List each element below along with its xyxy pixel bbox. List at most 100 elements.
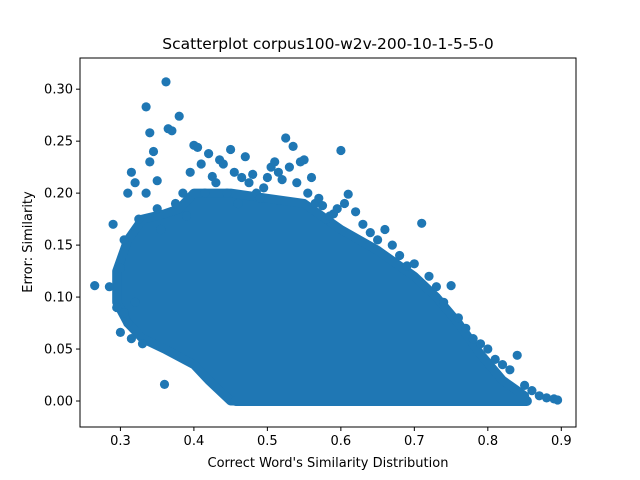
scatter-point: [148, 146, 159, 157]
x-axis-label: Correct Word's Similarity Distribution: [208, 456, 449, 471]
scatter-point: [553, 395, 563, 405]
scatter-point: [446, 281, 456, 291]
x-tick-label: 0.5: [257, 434, 278, 449]
scatter-point: [152, 176, 162, 186]
scatter-point: [542, 393, 552, 403]
scatter-point: [104, 282, 114, 292]
scatter-point: [512, 350, 522, 360]
scatter-point: [200, 188, 210, 198]
scatter-point: [332, 204, 342, 214]
scatter-point: [193, 142, 203, 152]
scatter-point: [178, 188, 188, 198]
scatter-point: [431, 282, 441, 292]
scatter-point: [497, 360, 508, 370]
y-tick-label: 0.00: [44, 395, 73, 410]
scatter-point: [255, 193, 265, 203]
scatter-point: [145, 157, 155, 167]
scatter-point: [358, 219, 368, 229]
scatter-point: [351, 207, 361, 217]
x-tick-label: 0.3: [110, 434, 131, 449]
scatter-point: [244, 178, 254, 188]
y-tick-label: 0.15: [44, 239, 73, 254]
scatter-point: [237, 172, 247, 183]
scatter-point: [270, 157, 280, 167]
y-tick-label: 0.25: [44, 135, 73, 150]
dense-point-cloud: [112, 188, 532, 407]
x-tick-label: 0.7: [404, 434, 425, 449]
scatter-point: [211, 178, 221, 188]
scatter-point: [303, 188, 313, 198]
scatter-point: [90, 281, 100, 291]
x-tick-label: 0.4: [184, 434, 205, 449]
scatter-point: [123, 188, 133, 198]
scatter-point: [115, 263, 125, 273]
y-tick-label: 0.10: [44, 291, 73, 306]
scatter-point: [306, 172, 317, 183]
scatter-point: [475, 339, 486, 349]
scatter-point: [218, 159, 228, 169]
scatter-point: [461, 323, 471, 333]
scatter-point: [395, 250, 405, 261]
scatter-point: [181, 211, 192, 221]
scatter-point: [262, 172, 272, 183]
scatter-point: [288, 141, 298, 151]
scatter-point: [343, 189, 353, 199]
scatter-point: [141, 188, 151, 198]
scatter-point: [108, 219, 118, 229]
x-tick-label: 0.8: [477, 434, 498, 449]
scatter-point: [126, 167, 136, 177]
y-axis-ticks: 0.00 0.05 0.10 0.15 0.20 0.25 0.30: [44, 83, 80, 410]
scatter-point: [424, 271, 434, 281]
scatter-point: [119, 308, 129, 318]
y-axis-label: Error: Similarity: [21, 191, 36, 293]
scatter-point: [229, 167, 239, 177]
scatter-point: [520, 380, 530, 390]
scatter-point: [534, 391, 544, 401]
scatter-point: [453, 313, 463, 323]
scatter-point: [174, 111, 184, 121]
scatter-point: [273, 167, 283, 177]
dense-cloud-area: [112, 188, 530, 406]
scatter-point: [119, 235, 129, 245]
scatter-point: [233, 198, 243, 209]
scatter-point: [402, 261, 412, 271]
scatter-point: [134, 214, 144, 224]
scatter-point: [339, 198, 350, 209]
y-tick-label: 0.05: [44, 343, 73, 358]
scatter-point: [409, 259, 419, 269]
x-tick-label: 0.9: [551, 434, 572, 449]
scatter-point: [226, 144, 236, 155]
scatter-point: [439, 297, 449, 307]
scatter-point: [417, 218, 427, 228]
scatter-point: [490, 354, 500, 364]
scatter-point: [137, 339, 148, 349]
scatter-point: [130, 297, 140, 307]
plot-frame: [79, 57, 577, 428]
scatter-point: [156, 224, 166, 235]
scatter-point: [115, 327, 125, 337]
scatter-point: [167, 126, 177, 136]
scatter-point: [284, 162, 294, 172]
scatter-point: [152, 204, 162, 214]
scatter-point: [141, 102, 151, 112]
y-tick-label: 0.20: [44, 187, 73, 202]
scatter-point: [314, 193, 324, 203]
scatter-point: [196, 159, 206, 169]
scatter-point: [170, 198, 181, 209]
scatter-point: [380, 224, 390, 235]
scatter-point: [299, 155, 309, 165]
scatter-point: [483, 344, 493, 354]
scatter-point: [505, 365, 515, 375]
scatter-point: [365, 228, 375, 238]
data-points: [90, 77, 563, 405]
scatter-point: [373, 235, 383, 245]
scatter-point: [222, 188, 232, 198]
scatter-point: [204, 149, 214, 159]
chart-title: Scatterplot corpus100-w2v-200-10-1-5-5-0: [162, 35, 493, 53]
scatter-point: [161, 77, 171, 87]
scatter-point: [240, 152, 250, 162]
scatter-point: [112, 302, 122, 313]
scatter-point: [259, 183, 269, 193]
